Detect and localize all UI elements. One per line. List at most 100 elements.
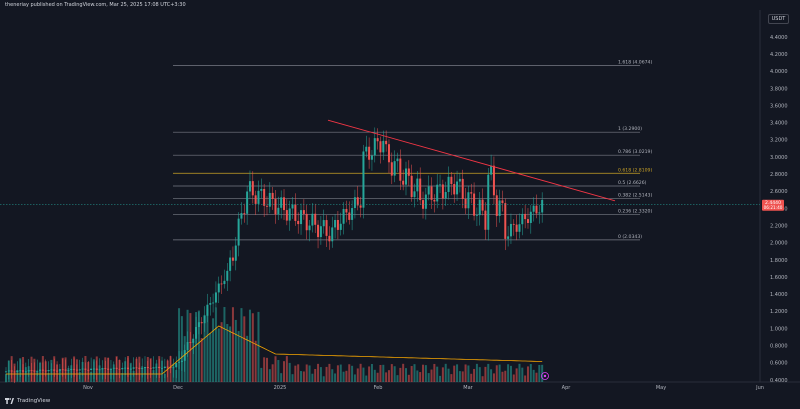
- volume-bar: [524, 375, 527, 382]
- volume-bar: [413, 364, 416, 382]
- volume-bar: [436, 366, 439, 382]
- candle: [481, 199, 484, 211]
- volume-bar: [81, 361, 84, 382]
- candle: [322, 220, 325, 227]
- candle: [328, 235, 331, 242]
- candle: [390, 162, 393, 176]
- volume-bar: [305, 364, 308, 382]
- volume-bar: [248, 309, 251, 382]
- volume-bar: [212, 318, 215, 382]
- price-tick: 2.0000: [770, 241, 788, 247]
- volume-bar: [53, 356, 56, 382]
- volume-bar: [382, 364, 385, 382]
- price-tick: 1.6000: [770, 275, 788, 281]
- volume-bar: [251, 313, 254, 382]
- volume-bar: [396, 375, 399, 382]
- candle: [419, 178, 422, 201]
- candle: [348, 212, 351, 220]
- volume-bar: [92, 359, 95, 382]
- candle: [300, 210, 303, 225]
- time-tick: Mar: [463, 385, 473, 391]
- volume-bar: [214, 307, 217, 382]
- time-tick: Dec: [173, 385, 183, 391]
- candle: [495, 195, 498, 216]
- candle: [382, 140, 385, 153]
- candle: [132, 367, 135, 369]
- tradingview-logo-icon: [5, 398, 14, 404]
- volume-bar: [149, 358, 152, 382]
- candle: [234, 245, 237, 261]
- volume-bar: [64, 357, 67, 382]
- tradingview-brand: TradingView: [17, 398, 51, 404]
- price-tick: 2.2000: [770, 223, 788, 229]
- fib-level-label: 0.236 (2.3320): [618, 208, 652, 214]
- candle: [47, 370, 50, 372]
- price-tick: 1.8000: [770, 258, 788, 264]
- volume-bar: [240, 308, 243, 382]
- candle: [280, 197, 283, 208]
- candle: [436, 184, 439, 202]
- price-tick: 3.0000: [770, 155, 788, 161]
- trendline[interactable]: [327, 119, 616, 202]
- volume-bar: [370, 364, 373, 382]
- fib-level-label: 1 (3.2900): [618, 126, 642, 132]
- candle: [532, 205, 535, 212]
- volume-bar: [490, 369, 493, 382]
- candle: [478, 199, 481, 216]
- volume-bar: [365, 375, 368, 382]
- volume-bar: [356, 368, 359, 382]
- candle: [268, 192, 271, 207]
- candle: [223, 280, 226, 285]
- volume-bar: [257, 311, 260, 382]
- volume-bar: [336, 365, 339, 382]
- volume-bar: [430, 369, 433, 382]
- candle: [277, 207, 280, 215]
- footer-brand: TradingView: [5, 398, 50, 404]
- volume-bar: [467, 365, 470, 382]
- volume-bar: [135, 358, 138, 382]
- volume-bar: [13, 363, 16, 382]
- candle: [248, 181, 251, 192]
- volume-bar: [334, 373, 337, 382]
- candle: [467, 192, 470, 209]
- price-tick: 0.6000: [770, 361, 788, 367]
- volume-bar: [498, 364, 501, 382]
- volume-bar: [180, 316, 183, 382]
- volume-bar: [226, 324, 229, 382]
- volume-bar: [385, 372, 388, 382]
- currency-button[interactable]: USDT: [768, 14, 789, 24]
- volume-bar: [512, 374, 515, 382]
- candle: [461, 178, 464, 199]
- time-tick: Feb: [374, 385, 383, 391]
- volume-bar: [172, 363, 175, 382]
- volume-bar: [209, 333, 212, 382]
- volume-bar: [155, 363, 158, 382]
- volume-bar: [101, 368, 104, 382]
- volume-bar: [456, 364, 459, 382]
- candle: [396, 158, 399, 162]
- volume-bar: [288, 362, 291, 382]
- volume-bar: [121, 373, 124, 382]
- candle: [509, 223, 512, 237]
- volume-bar: [317, 363, 320, 382]
- volume-bar: [297, 364, 300, 382]
- candle: [362, 151, 365, 208]
- candle: [359, 205, 362, 208]
- candle: [220, 283, 223, 285]
- volume-bar: [424, 365, 427, 382]
- volume-bar: [379, 364, 382, 382]
- candle: [334, 219, 337, 228]
- volume-bar: [50, 359, 53, 382]
- candle: [271, 192, 274, 199]
- volume-bar: [75, 359, 78, 382]
- candle: [538, 212, 541, 214]
- time-tick: Nov: [83, 385, 93, 391]
- volume-bar: [30, 356, 33, 382]
- candle: [291, 204, 294, 209]
- volume-bar: [368, 366, 371, 382]
- volume-bar: [178, 308, 181, 382]
- volume-bar: [161, 360, 164, 382]
- event-marker-icon[interactable]: [541, 372, 549, 380]
- volume-bar: [453, 365, 456, 382]
